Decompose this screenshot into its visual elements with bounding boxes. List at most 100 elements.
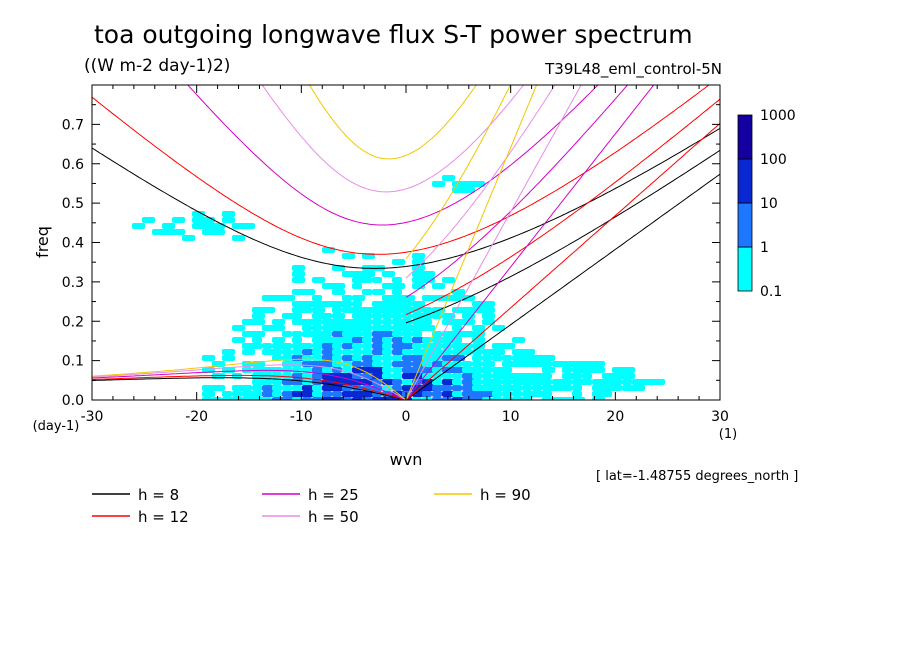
spectrum-cell: [282, 373, 292, 379]
spectrum-cell: [452, 325, 462, 331]
spectrum-cell: [552, 385, 565, 391]
spectrum-cell: [272, 397, 285, 400]
spectrum-cell: [442, 331, 455, 337]
spectrum-cell: [342, 343, 355, 349]
spectrum-cell: [502, 343, 515, 349]
spectrum-cell: [462, 295, 475, 301]
spectrum-cell: [172, 217, 185, 223]
spectrum-cell: [382, 313, 392, 319]
spectrum-cell: [342, 271, 355, 277]
spectrum-cell: [382, 355, 392, 361]
x-tick-label: -30: [81, 409, 104, 425]
y-tick-label: 0.6: [62, 157, 84, 173]
spectrum-cell: [252, 307, 265, 313]
spectrum-cell: [312, 331, 325, 337]
spectrum-cell: [502, 373, 515, 379]
spectrum-cell: [542, 373, 552, 379]
x-tick-label: 0: [402, 409, 411, 425]
spectrum-cell: [352, 283, 362, 289]
inertio-gravity-curve: [308, 85, 477, 160]
spectrum-cell: [462, 373, 475, 379]
spectrum-cell: [242, 223, 255, 229]
spectrum-cell: [482, 373, 492, 379]
spectrum-cell: [242, 349, 255, 355]
spectrum-cell: [612, 385, 622, 391]
spectrum-cell: [482, 301, 495, 307]
spectrum-cell: [262, 295, 275, 301]
spectrum-cell: [242, 343, 255, 349]
spectrum-cell: [372, 289, 385, 295]
spectrum-cell: [332, 283, 345, 289]
spectrum-cell: [282, 313, 295, 319]
spectrum-cell: [432, 397, 442, 400]
spectrum-cell: [392, 259, 405, 265]
spectrum-cell: [392, 289, 402, 295]
spectrum-cell: [372, 307, 385, 313]
spectrum-cell: [332, 331, 345, 337]
spectrum-cell: [382, 367, 392, 373]
spectrum-cell: [332, 349, 342, 355]
spectrum-cell: [422, 325, 435, 331]
spectrum-cell: [352, 337, 365, 343]
spectrum-cell: [502, 361, 515, 367]
spectrum-cell: [482, 313, 495, 319]
spectrum-cell: [522, 397, 532, 400]
spectrum-cell: [322, 343, 335, 349]
spectrum-cell: [352, 319, 365, 325]
spectrum-cell: [152, 229, 165, 235]
spectrum-cell: [522, 385, 532, 391]
spectrum-cell: [392, 343, 405, 349]
spectrum-cell: [572, 367, 585, 373]
spectrum-cell: [222, 217, 235, 223]
spectrum-cell: [412, 337, 425, 343]
spectrum-cell: [562, 367, 572, 373]
spectrum-cell: [352, 325, 365, 331]
legend: h = 8 h = 12 h = 25 h = 50 h = 90: [92, 486, 531, 526]
spectrum-cell: [442, 373, 452, 379]
spectrum-cell: [232, 223, 245, 229]
spectrum-cell: [342, 397, 352, 400]
spectrum-cell: [462, 361, 472, 367]
axes: -30 -20 -10 0 10 20 30 0.0 0.1 0.2 0.3 0.4 0.5 0.6 0.7: [62, 85, 729, 425]
spectrum-cell: [302, 289, 315, 295]
spectrum-cell: [412, 301, 425, 307]
spectrum-cell: [472, 367, 485, 373]
spectrum-cell: [282, 331, 292, 337]
spectrum-cell: [592, 385, 605, 391]
spectrum-cell: [372, 313, 382, 319]
spectrum-cell: [352, 301, 362, 307]
spectrum-cell: [282, 343, 292, 349]
spectrum-cell: [292, 277, 305, 283]
rossby-curve: [92, 358, 407, 400]
spectrum-cell: [222, 397, 235, 400]
spectrum-cell: [342, 379, 355, 385]
spectrum-cell: [262, 391, 275, 397]
spectrum-cell: [312, 325, 322, 331]
spectrum-cell: [212, 397, 222, 400]
spectrum-cell: [512, 379, 525, 385]
spectrum-cell: [512, 337, 525, 343]
spectrum-cell: [212, 223, 225, 229]
y-tick-label: 0.3: [62, 275, 84, 291]
spectrum-cell: [382, 271, 395, 277]
inertio-gravity-curve: [187, 85, 599, 226]
spectrum-cell: [352, 349, 362, 355]
spectrum-cell: [352, 277, 365, 283]
spectrum-cell: [412, 331, 422, 337]
spectrum-cell: [372, 331, 385, 337]
rossby-curve: [92, 364, 407, 400]
inertio-gravity-curve: [261, 85, 525, 193]
spectrum-cell: [312, 391, 322, 397]
spectrum-cell: [462, 385, 475, 391]
spectrum-cell: [472, 379, 482, 385]
spectrum-cell: [192, 217, 205, 223]
spectrum-cell: [492, 379, 502, 385]
spectrum-cell: [462, 379, 475, 385]
spectrum-cell: [342, 337, 355, 343]
inertio-gravity-curve: [92, 85, 710, 255]
mrg-curve: [405, 85, 556, 279]
legend-label: h = 25: [308, 486, 359, 504]
spectrum-cell: [312, 319, 322, 325]
